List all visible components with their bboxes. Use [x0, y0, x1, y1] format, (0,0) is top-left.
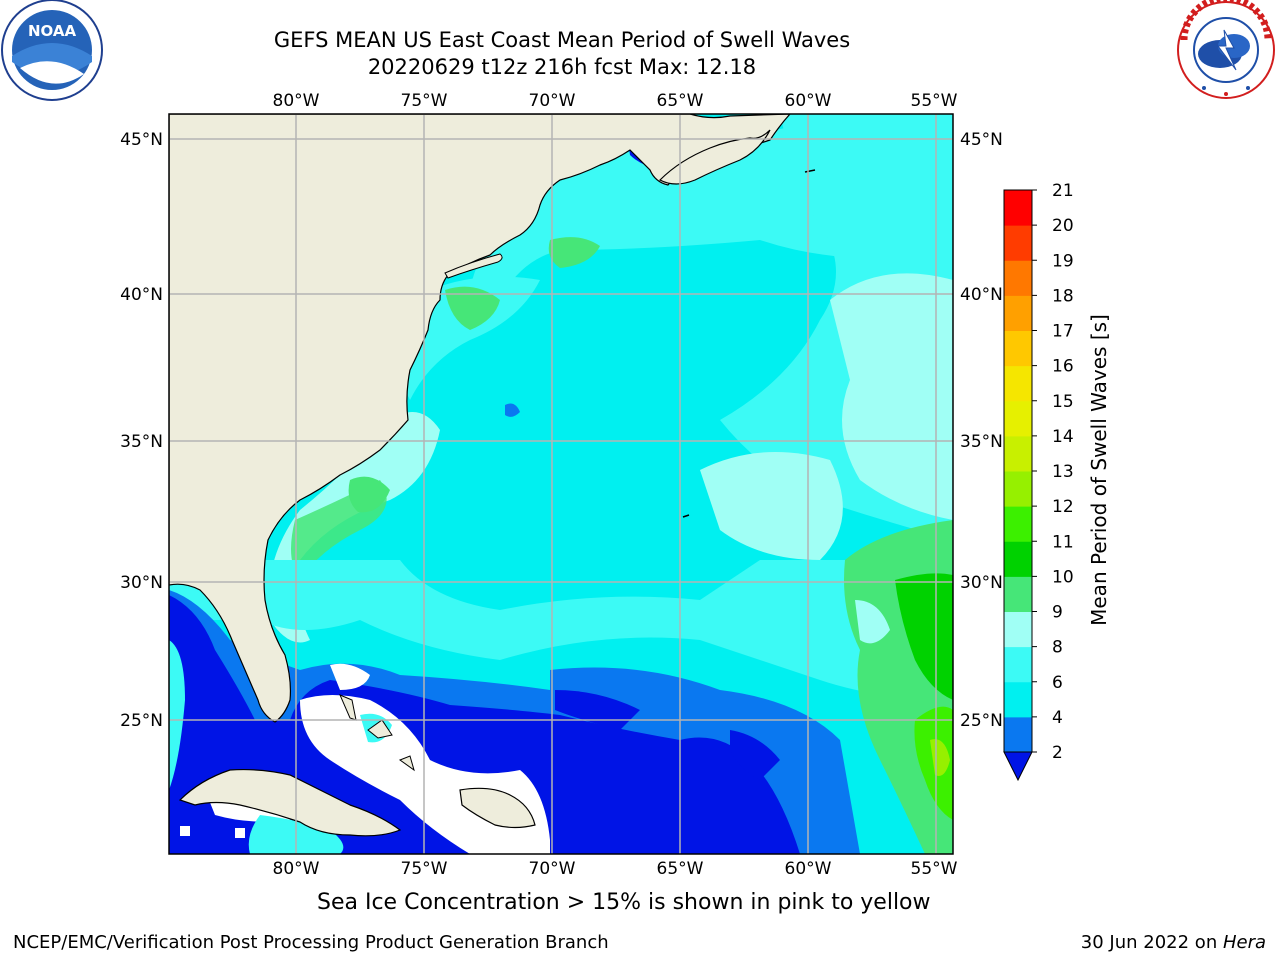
- lat-labels-right: 45°N 40°N 35°N 30°N 25°N: [960, 130, 1003, 731]
- colorbar-tick-label: 19: [1052, 251, 1074, 271]
- lat-label: 25°N: [120, 711, 163, 731]
- colorbar-swatch: [1004, 541, 1032, 577]
- land-cuba: [178, 768, 402, 837]
- colorbar-tick-label: 21: [1052, 181, 1074, 201]
- colorbar-swatch: [1004, 330, 1032, 367]
- colorbar-swatch: [1004, 646, 1032, 683]
- colorbar-label: Mean Period of Swell Waves [s]: [1087, 314, 1111, 626]
- colorbar-tick-label: 16: [1052, 357, 1074, 377]
- colorbar-swatch: [1004, 506, 1032, 542]
- colorbar-swatch: [1004, 400, 1032, 437]
- colorbar-tick-label: 10: [1052, 567, 1074, 587]
- colorbar: 2 4 6 8 9 10 11 12 13 14 15 16 17 18 19 20 21: [1003, 181, 1074, 782]
- colorbar-tick-label: 14: [1052, 427, 1074, 447]
- colorbar-tick-label: 8: [1052, 638, 1063, 658]
- noaa-logo-text: NOAA: [28, 22, 77, 40]
- nws-logo-icon: [1174, 0, 1278, 104]
- colorbar-swatch: [1004, 190, 1032, 226]
- colorbar-swatch: [1004, 471, 1032, 507]
- colorbar-tick-label: 17: [1052, 322, 1074, 342]
- lat-label: 25°N: [960, 711, 1003, 731]
- colorbar-tick-label: 15: [1052, 392, 1074, 412]
- colorbar-tick-label: 6: [1052, 673, 1063, 693]
- colorbar-tick-label: 2: [1052, 743, 1063, 763]
- lat-label: 45°N: [960, 130, 1003, 150]
- colorbar-swatch: [1004, 295, 1032, 331]
- lon-label: 80°W: [273, 859, 320, 879]
- footer-date: 30 Jun 2022 on Hera: [1081, 932, 1266, 953]
- lon-label: 65°W: [657, 859, 704, 879]
- footer-date-text: 30 Jun 2022 on: [1080, 932, 1223, 953]
- sea-ice-caption: Sea Ice Concentration > 15% is shown in …: [317, 890, 931, 915]
- colorbar-swatch: [1004, 576, 1032, 612]
- lon-label: 60°W: [785, 859, 832, 879]
- colorbar-tick-label: 12: [1052, 497, 1074, 517]
- colorbar-swatch: [1004, 225, 1032, 261]
- lon-label: 75°W: [401, 91, 448, 111]
- map-frame: [168, 113, 954, 855]
- graticule: [169, 114, 953, 854]
- lat-label: 40°N: [120, 285, 163, 305]
- lon-label: 70°W: [529, 859, 576, 879]
- lat-labels-left: 45°N 40°N 35°N 30°N 25°N: [120, 130, 163, 731]
- lon-label: 80°W: [273, 91, 320, 111]
- lon-label: 70°W: [529, 91, 576, 111]
- colorbar-tick-label: 18: [1052, 286, 1074, 306]
- lon-label: 55°W: [911, 91, 958, 111]
- lat-label: 30°N: [120, 573, 163, 593]
- footer-credit: NCEP/EMC/Verification Post Processing Pr…: [13, 932, 609, 953]
- lat-label: 30°N: [960, 573, 1003, 593]
- lat-label: 40°N: [960, 285, 1003, 305]
- colorbar-tick-label: 4: [1052, 708, 1063, 728]
- lon-label: 60°W: [785, 91, 832, 111]
- land-north-america: [169, 114, 791, 723]
- noaa-logo-icon: NOAA: [0, 0, 104, 104]
- colorbar-swatch: [1004, 365, 1032, 402]
- colorbar-swatch: [1004, 611, 1032, 648]
- colorbar-tick-label: 20: [1052, 216, 1074, 236]
- colorbar-swatch: [1004, 716, 1032, 753]
- lon-label: 75°W: [401, 859, 448, 879]
- colorbar-tick-label: 9: [1052, 603, 1063, 623]
- lon-label: 65°W: [657, 91, 704, 111]
- colorbar-swatch: [1004, 260, 1032, 296]
- colorbar-swatch: [1004, 681, 1032, 718]
- lon-labels-top: 80°W 75°W 70°W 65°W 60°W 55°W: [273, 91, 958, 111]
- map-subtitle: 20220629 t12z 216h fcst Max: 12.18: [367, 55, 757, 79]
- map-title: GEFS MEAN US East Coast Mean Period of S…: [273, 28, 851, 52]
- lat-label: 35°N: [960, 432, 1003, 452]
- lat-label: 45°N: [120, 130, 163, 150]
- lon-labels-bottom: 80°W 75°W 70°W 65°W 60°W 55°W: [273, 859, 958, 879]
- lat-label: 35°N: [120, 432, 163, 452]
- colorbar-tick-label: 11: [1052, 532, 1074, 552]
- lon-label: 55°W: [911, 859, 958, 879]
- colorbar-tick-label: 13: [1052, 462, 1074, 482]
- footer-host: Hera: [1222, 932, 1266, 953]
- colorbar-extend-triangle: [1003, 751, 1033, 782]
- colorbar-swatch: [1004, 435, 1032, 472]
